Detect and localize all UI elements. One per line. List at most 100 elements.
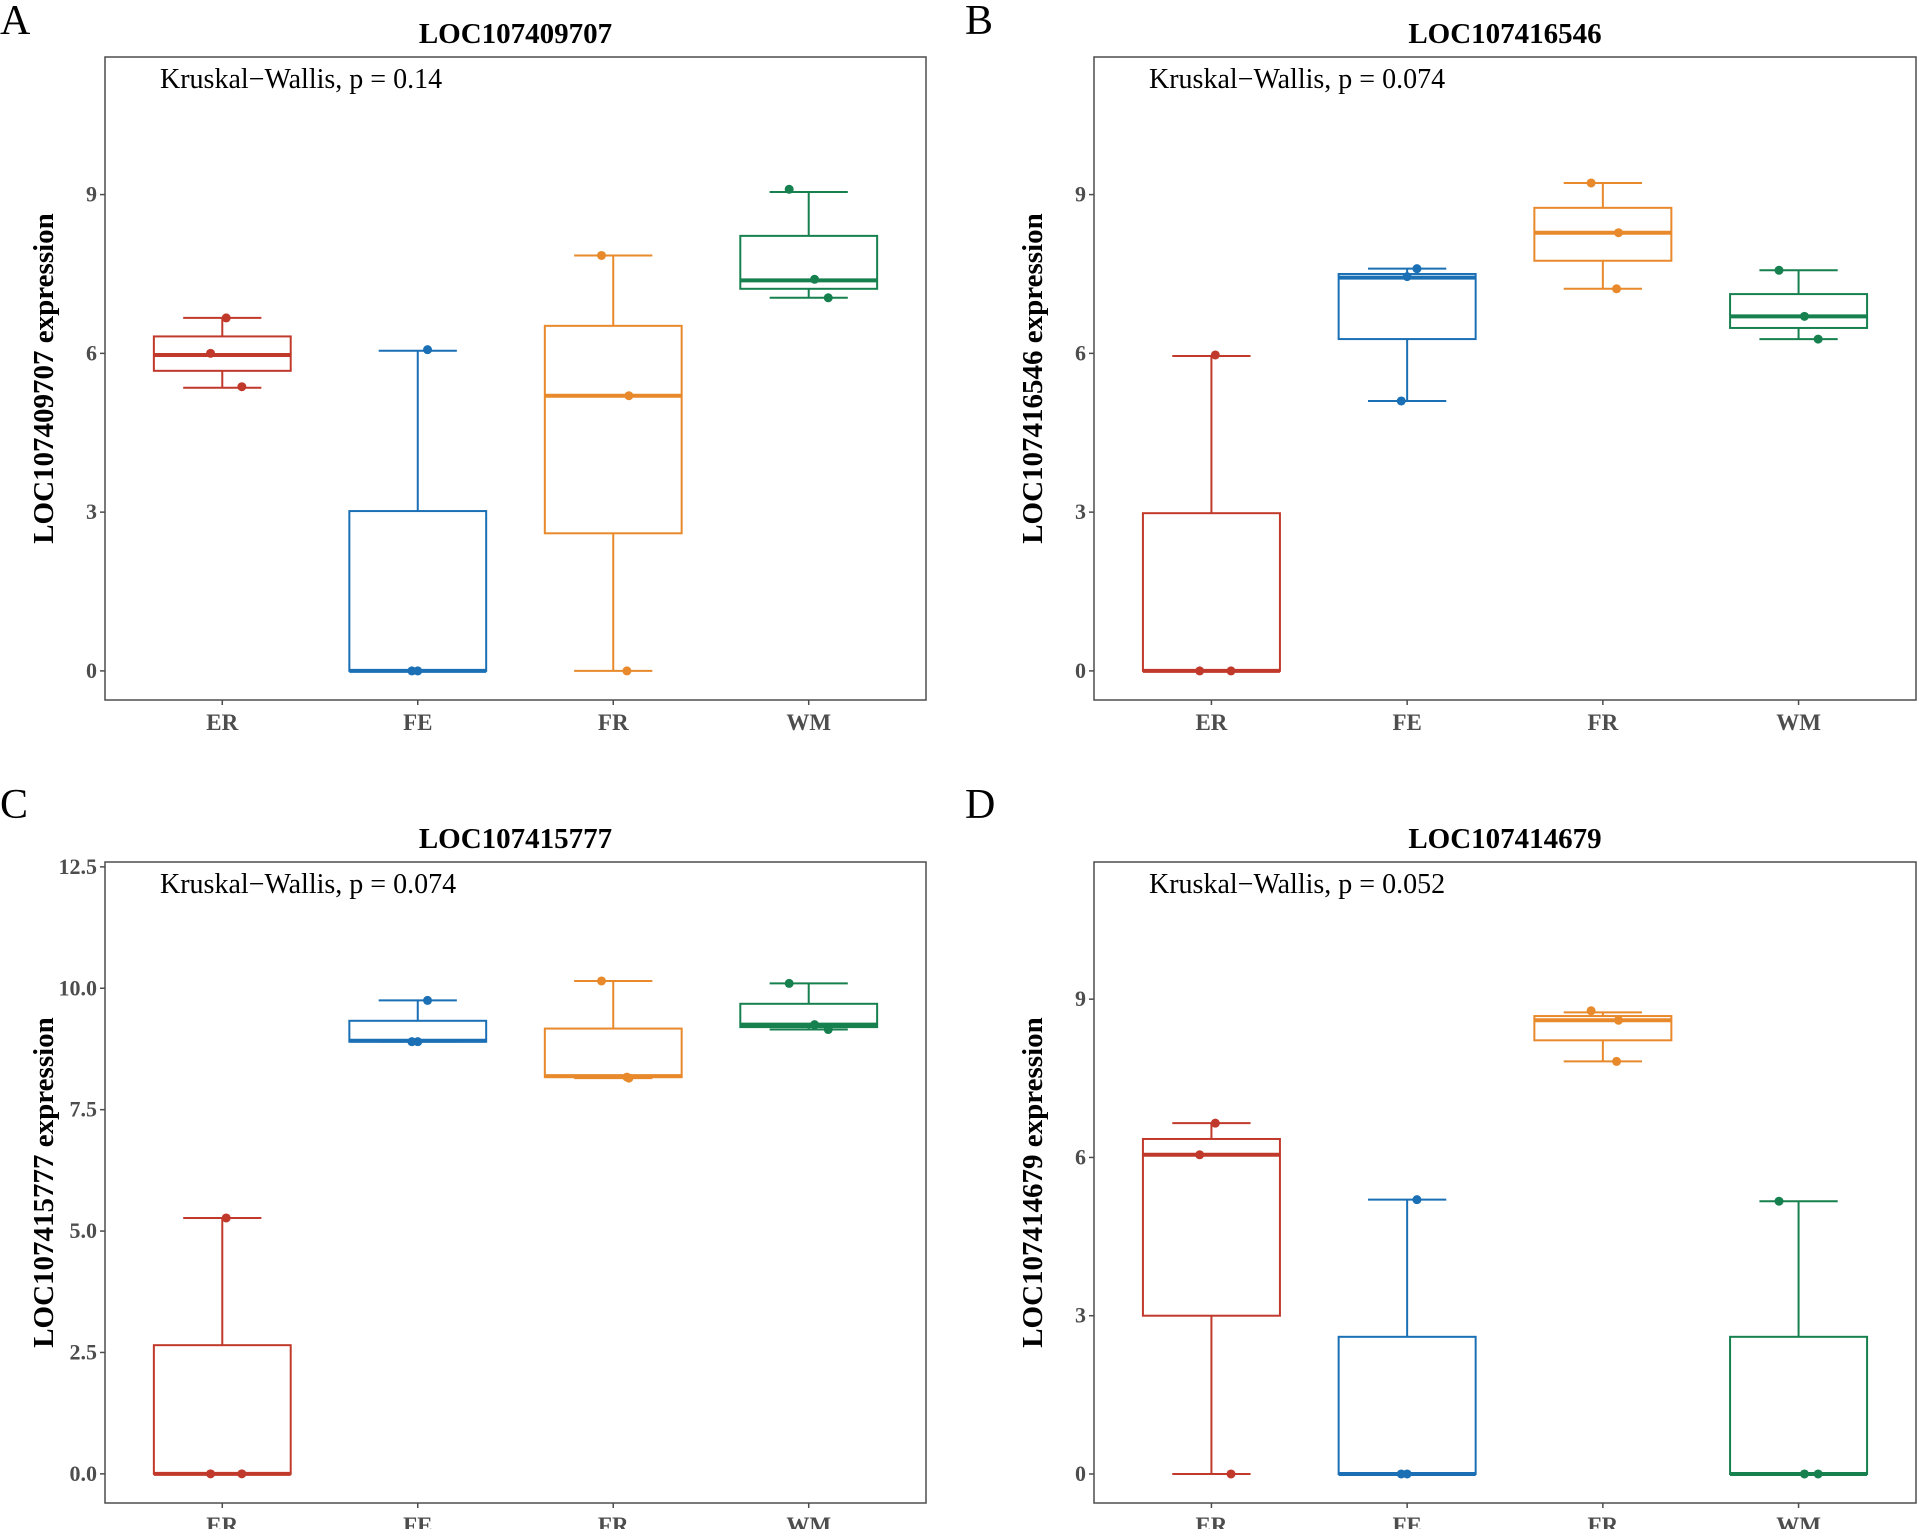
box-er [1141,1118,1281,1479]
x-tick-label: FE [1392,710,1421,735]
box-wm [739,978,879,1035]
plot-panel-border [1093,861,1917,1504]
chart-title: LOC107409707 [419,18,612,50]
data-point [784,978,794,988]
panel-c: C LOC107415777 Kruskal−Wallis, p = 0.074 LO… [0,782,927,1529]
x-tick-label: WM [1776,1513,1821,1529]
y-tick-label: 0 [1075,658,1086,683]
plot-panel-border [104,56,927,701]
box-iqr [1729,1335,1869,1475]
kruskal-wallis-annotation: Kruskal−Wallis, p = 0.052 [1149,869,1445,900]
data-point [407,666,417,676]
data-point [1799,311,1809,321]
x-tick-label: ER [206,710,238,735]
box-fe [348,345,488,676]
data-point [1226,666,1236,676]
y-tick-label: 9 [86,182,97,207]
x-tick-label: WM [1776,710,1821,735]
data-point [1402,272,1412,282]
data-point [810,274,820,284]
box-wm [739,184,879,303]
y-axis-label: LOC107416546 expression [1017,213,1049,544]
panel-label: B [965,0,993,44]
data-point [624,391,634,401]
panel-label: A [0,0,31,44]
box-fr [1533,178,1673,294]
data-point [1774,265,1784,275]
chart-title: LOC107416546 [1408,18,1601,50]
data-point [622,1072,632,1082]
box-fr [543,976,683,1083]
data-point [423,345,433,355]
x-tick-label: FE [403,710,432,735]
box-fe [1337,264,1477,406]
data-point [407,1037,417,1047]
data-point [597,250,607,260]
data-point [1586,178,1596,188]
data-point [237,1469,247,1479]
y-tick-label: 0 [86,658,97,683]
x-tick-label: FR [1588,1513,1619,1529]
box-er [152,1213,292,1479]
box-iqr [348,510,488,672]
y-tick-label: 9 [1075,986,1086,1011]
box-iqr [1141,512,1281,672]
data-point [1396,1469,1406,1479]
data-point [823,1025,833,1035]
box-er [1141,350,1281,676]
x-tick-label: FR [1588,710,1619,735]
y-tick-label: 3 [1075,1303,1086,1328]
chart-title: LOC107415777 [419,823,612,855]
x-tick-label: ER [1195,710,1227,735]
y-axis-label: LOC107409707 expression [28,213,60,544]
box-fe [348,995,488,1047]
data-point [1195,666,1205,676]
plot-panel-border [1093,56,1917,701]
data-point [1614,1015,1624,1025]
y-tick-label: 0 [1075,1461,1086,1486]
y-tick-label: 9 [1075,182,1086,207]
box-wm [1729,1196,1869,1479]
data-point [221,1213,231,1223]
panel-a: A LOC107409707 Kruskal−Wallis, p = 0.14 LOC… [0,0,927,735]
y-tick-label: 5.0 [70,1218,98,1243]
data-point [206,1469,216,1479]
x-tick-label: ER [1195,1513,1227,1529]
y-tick-label: 6 [1075,340,1086,365]
box-fr [1533,1006,1673,1066]
data-point [1210,350,1220,360]
y-tick-label: 12.5 [59,854,98,879]
x-tick-label: ER [206,1513,238,1529]
box-iqr [152,1344,292,1475]
data-point [1412,1195,1422,1205]
chart-title: LOC107414679 [1408,823,1601,855]
data-point [810,1020,820,1030]
kruskal-wallis-annotation: Kruskal−Wallis, p = 0.14 [160,64,442,95]
data-point [823,293,833,303]
plot-panel-border [104,861,927,1504]
box-wm [1729,265,1869,344]
data-point [1813,1469,1823,1479]
y-tick-label: 2.5 [70,1339,98,1364]
x-tick-label: WM [786,1513,831,1529]
y-axis-label: LOC107415777 expression [28,1017,60,1348]
data-point [1195,1150,1205,1160]
box-iqr [543,1027,683,1079]
box-fr [543,250,683,676]
data-point [1774,1196,1784,1206]
panel-label: D [965,782,995,828]
box-er [152,313,292,392]
data-point [237,382,247,392]
box-iqr [1337,1335,1477,1475]
x-tick-label: FR [598,710,629,735]
panel-b: B LOC107416546 Kruskal−Wallis, p = 0.074 LO… [965,0,1917,735]
y-axis-label: LOC107414679 expression [1017,1017,1049,1348]
y-tick-label: 3 [86,499,97,524]
box-iqr [1337,272,1477,341]
y-tick-label: 6 [86,340,97,365]
data-point [1412,264,1422,274]
y-tick-label: 10.0 [59,975,98,1000]
data-point [1813,334,1823,344]
data-point [1614,228,1624,238]
